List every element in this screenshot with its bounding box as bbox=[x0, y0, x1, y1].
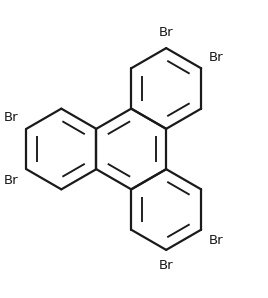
Text: Br: Br bbox=[4, 111, 18, 124]
Text: Br: Br bbox=[159, 26, 173, 39]
Text: Br: Br bbox=[209, 234, 224, 247]
Text: Br: Br bbox=[209, 51, 224, 64]
Text: Br: Br bbox=[4, 174, 18, 187]
Text: Br: Br bbox=[159, 259, 173, 272]
